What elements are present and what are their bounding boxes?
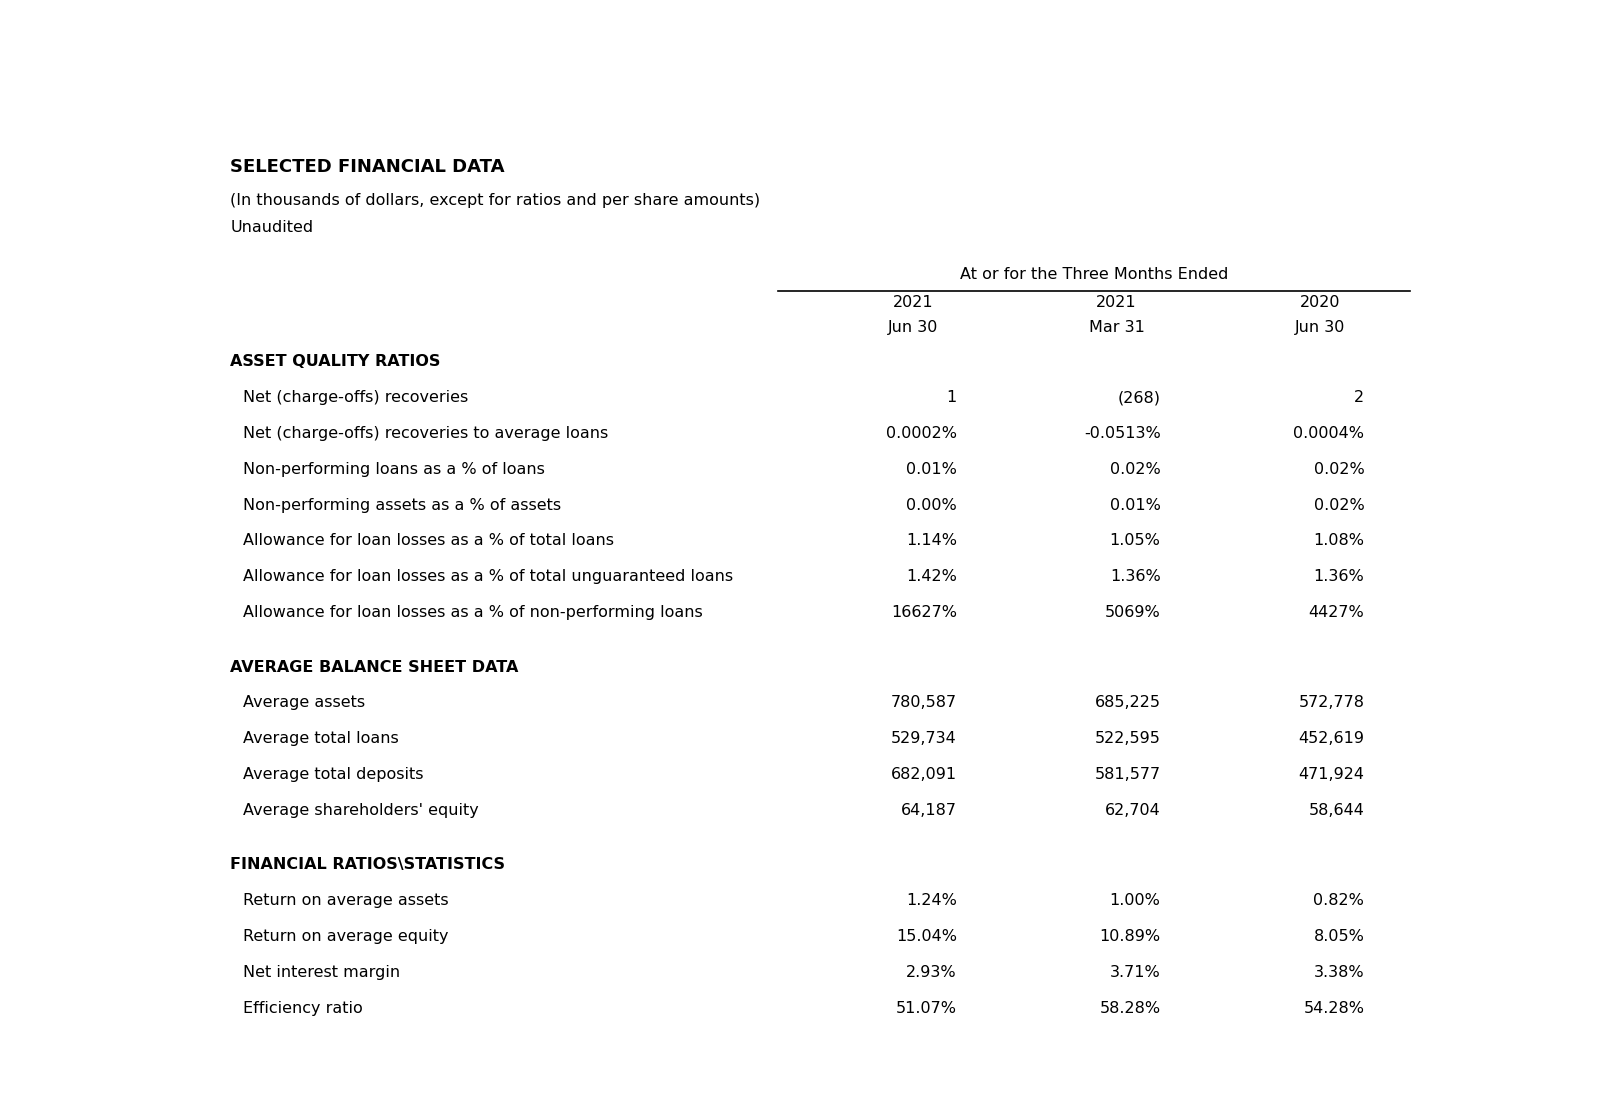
Text: Average shareholders' equity: Average shareholders' equity [243,803,478,818]
Text: 1.00%: 1.00% [1109,893,1161,908]
Text: 2: 2 [1354,391,1364,405]
Text: 0.01%: 0.01% [907,462,957,477]
Text: 0.02%: 0.02% [1314,462,1364,477]
Text: Net (charge-offs) recoveries to average loans: Net (charge-offs) recoveries to average … [243,426,608,441]
Text: 581,577: 581,577 [1095,767,1161,782]
Text: 3.38%: 3.38% [1314,965,1364,980]
Text: 0.0002%: 0.0002% [886,426,957,441]
Text: 2021: 2021 [892,294,933,310]
Text: 2021: 2021 [1096,294,1137,310]
Text: 58.28%: 58.28% [1100,1001,1161,1015]
Text: 0.0004%: 0.0004% [1293,426,1364,441]
Text: 0.01%: 0.01% [1109,498,1161,513]
Text: Allowance for loan losses as a % of non-performing loans: Allowance for loan losses as a % of non-… [243,606,702,620]
Text: 0.02%: 0.02% [1109,462,1161,477]
Text: Unaudited: Unaudited [230,220,313,235]
Text: Jun 30: Jun 30 [887,320,938,335]
Text: 1.14%: 1.14% [907,534,957,548]
Text: 0.02%: 0.02% [1314,498,1364,513]
Text: 452,619: 452,619 [1298,732,1364,746]
Text: 1.08%: 1.08% [1314,534,1364,548]
Text: Average assets: Average assets [243,695,365,711]
Text: 685,225: 685,225 [1095,695,1161,711]
Text: Mar 31: Mar 31 [1088,320,1145,335]
Text: Non-performing assets as a % of assets: Non-performing assets as a % of assets [243,498,561,513]
Text: 471,924: 471,924 [1298,767,1364,782]
Text: Return on average equity: Return on average equity [243,929,448,944]
Text: At or for the Three Months Ended: At or for the Three Months Ended [960,267,1228,281]
Text: 15.04%: 15.04% [895,929,957,944]
Text: 529,734: 529,734 [890,732,957,746]
Text: Average total loans: Average total loans [243,732,399,746]
Text: 58,644: 58,644 [1309,803,1364,818]
Text: Average total deposits: Average total deposits [243,767,423,782]
Text: 54.28%: 54.28% [1302,1001,1364,1015]
Text: Jun 30: Jun 30 [1294,320,1346,335]
Text: 5069%: 5069% [1105,606,1161,620]
Text: 51.07%: 51.07% [895,1001,957,1015]
Text: Efficiency ratio: Efficiency ratio [243,1001,363,1015]
Text: ASSET QUALITY RATIOS: ASSET QUALITY RATIOS [230,354,441,370]
Text: Allowance for loan losses as a % of total loans: Allowance for loan losses as a % of tota… [243,534,615,548]
Text: Return on average assets: Return on average assets [243,893,449,908]
Text: 1.05%: 1.05% [1109,534,1161,548]
Text: 0.00%: 0.00% [907,498,957,513]
Text: AVERAGE BALANCE SHEET DATA: AVERAGE BALANCE SHEET DATA [230,660,519,674]
Text: 522,595: 522,595 [1095,732,1161,746]
Text: 4427%: 4427% [1309,606,1364,620]
Text: Net interest margin: Net interest margin [243,965,401,980]
Text: 1.42%: 1.42% [907,569,957,584]
Text: 62,704: 62,704 [1105,803,1161,818]
Text: 1.24%: 1.24% [907,893,957,908]
Text: 64,187: 64,187 [900,803,957,818]
Text: 572,778: 572,778 [1298,695,1364,711]
Text: (268): (268) [1118,391,1161,405]
Text: 8.05%: 8.05% [1314,929,1364,944]
Text: SELECTED FINANCIAL DATA: SELECTED FINANCIAL DATA [230,158,504,176]
Text: Net (charge-offs) recoveries: Net (charge-offs) recoveries [243,391,469,405]
Text: 682,091: 682,091 [890,767,957,782]
Text: 2.93%: 2.93% [907,965,957,980]
Text: 16627%: 16627% [890,606,957,620]
Text: FINANCIAL RATIOS\STATISTICS: FINANCIAL RATIOS\STATISTICS [230,858,506,872]
Text: Non-performing loans as a % of loans: Non-performing loans as a % of loans [243,462,545,477]
Text: 780,587: 780,587 [890,695,957,711]
Text: 1.36%: 1.36% [1314,569,1364,584]
Text: 10.89%: 10.89% [1100,929,1161,944]
Text: 1.36%: 1.36% [1109,569,1161,584]
Text: 2020: 2020 [1299,294,1340,310]
Text: 1: 1 [947,391,957,405]
Text: -0.0513%: -0.0513% [1083,426,1161,441]
Text: (In thousands of dollars, except for ratios and per share amounts): (In thousands of dollars, except for rat… [230,193,761,207]
Text: Allowance for loan losses as a % of total unguaranteed loans: Allowance for loan losses as a % of tota… [243,569,733,584]
Text: 3.71%: 3.71% [1109,965,1161,980]
Text: 0.82%: 0.82% [1314,893,1364,908]
